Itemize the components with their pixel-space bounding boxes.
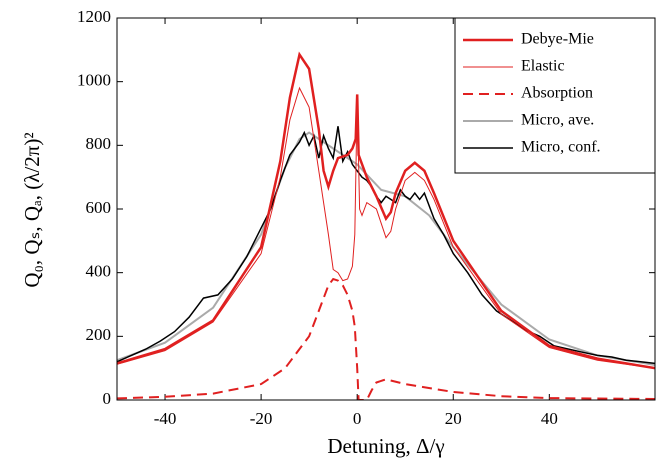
x-axis-label: Detuning, Δ/γ: [327, 434, 444, 458]
y-tick-label: 600: [86, 198, 112, 217]
y-axis-label: Q₀, Qₛ, Qₐ, (λ/2π)²: [20, 132, 44, 287]
legend-label: Micro, ave.: [521, 112, 594, 129]
legend-label: Micro, conf.: [521, 139, 601, 156]
y-tick-label: 0: [103, 389, 112, 408]
y-tick-label: 800: [86, 134, 112, 153]
x-tick-label: 0: [353, 409, 362, 428]
legend-label: Elastic: [521, 58, 565, 75]
y-tick-label: 1000: [77, 71, 111, 90]
plot-frame: [116, 17, 656, 401]
x-tick-label: 20: [445, 409, 462, 428]
x-tick-label: -20: [250, 409, 273, 428]
series-line: [117, 51, 655, 370]
y-tick-label: 1200: [77, 7, 111, 26]
series-line: [117, 277, 655, 400]
legend-box: [454, 17, 656, 174]
legend-label: Absorption: [521, 85, 593, 102]
y-tick-label: 400: [86, 262, 112, 281]
y-tick-label: 200: [86, 325, 112, 344]
x-tick-label: 40: [541, 409, 558, 428]
legend-label: Debye-Mie: [521, 31, 594, 48]
x-tick-label: -40: [154, 409, 177, 428]
